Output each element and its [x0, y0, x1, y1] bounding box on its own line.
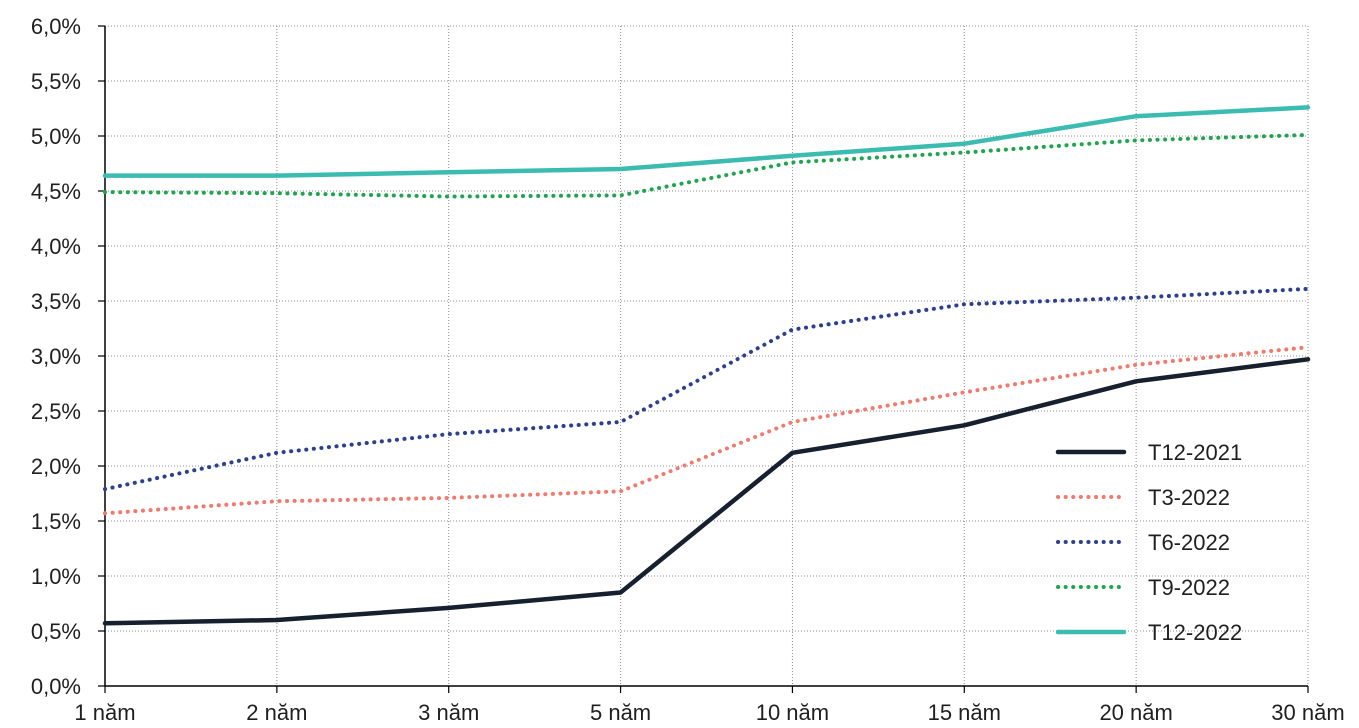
- series-lines: [102, 105, 1311, 626]
- x-tick-label: 10 năm: [756, 700, 829, 725]
- y-tick-label: 5,5%: [31, 69, 81, 94]
- x-tick-label: 20 năm: [1099, 700, 1172, 725]
- x-tick-label: 15 năm: [928, 700, 1001, 725]
- legend-label-t3-2022: T3-2022: [1148, 485, 1230, 510]
- x-tick-label: 3 năm: [418, 700, 479, 725]
- y-tick-label: 1,0%: [31, 564, 81, 589]
- y-tick-label: 0,5%: [31, 619, 81, 644]
- legend-label-t9-2022: T9-2022: [1148, 575, 1230, 600]
- legend: T12-2021 T3-2022 T6-2022 T9-2022 T12-2022: [1055, 440, 1242, 645]
- y-tick-label: 3,5%: [31, 289, 81, 314]
- series-line-t12-2022: [102, 105, 1311, 178]
- x-tick-label: 5 năm: [590, 700, 651, 725]
- y-tick-label: 4,5%: [31, 179, 81, 204]
- series-line-t9-2022: [103, 132, 1310, 199]
- series-line-t3-2022: [103, 345, 1310, 516]
- y-axis-ticks: 0,0% 0,5% 1,0% 1,5% 2,0% 2,5% 3,0% 3,5% 4,0% 4,5%…: [31, 14, 81, 699]
- legend-label-t6-2022: T6-2022: [1148, 530, 1230, 555]
- x-tick-label: 1 năm: [74, 700, 135, 725]
- series-line-t12-2021: [102, 357, 1311, 626]
- x-tick-label: 2 năm: [246, 700, 307, 725]
- y-tick-label: 3,0%: [31, 344, 81, 369]
- grid-lines: [105, 25, 1309, 686]
- y-tick-label: 2,0%: [31, 454, 81, 479]
- x-axis-ticks: 1 năm 2 năm 3 năm 5 năm 10 năm 15 năm 20 năm 30…: [74, 700, 1344, 725]
- y-tick-label: 4,0%: [31, 234, 81, 259]
- y-tick-label: 0,0%: [31, 674, 81, 699]
- axes: [98, 25, 1309, 693]
- y-tick-label: 1,5%: [31, 509, 81, 534]
- x-tick-label: 30 năm: [1271, 700, 1344, 725]
- y-tick-label: 5,0%: [31, 124, 81, 149]
- y-tick-label: 6,0%: [31, 14, 81, 39]
- legend-label-t12-2021: T12-2021: [1148, 440, 1242, 465]
- legend-label-t12-2022: T12-2022: [1148, 620, 1242, 645]
- y-tick-label: 2,5%: [31, 399, 81, 424]
- series-line-t6-2022: [103, 286, 1310, 492]
